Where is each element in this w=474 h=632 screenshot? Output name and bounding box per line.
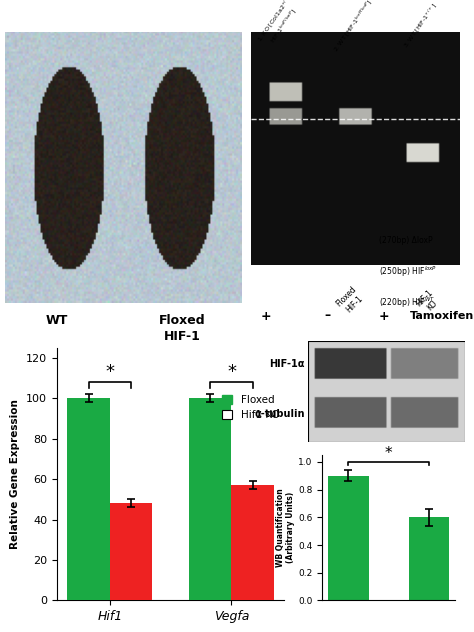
Bar bbox=[231, 485, 274, 600]
Text: (250bp) HIF$^{loxP}$: (250bp) HIF$^{loxP}$ bbox=[379, 265, 438, 279]
Text: HIF-1
KO: HIF-1 KO bbox=[415, 288, 442, 316]
Text: Tamoxifen: Tamoxifen bbox=[410, 311, 474, 321]
Bar bbox=[110, 503, 152, 600]
Text: +: + bbox=[379, 310, 389, 322]
Bar bbox=[67, 398, 110, 600]
Y-axis label: WB Quantification
(Arbitrary Units): WB Quantification (Arbitrary Units) bbox=[276, 489, 295, 567]
Text: *: * bbox=[105, 363, 114, 381]
Text: Floxed
HIF-1: Floxed HIF-1 bbox=[159, 314, 206, 343]
Bar bbox=[189, 398, 231, 600]
Text: +: + bbox=[260, 310, 271, 322]
Text: 2. WT [HIF-1$^{loxP/loxP}$]: 2. WT [HIF-1$^{loxP/loxP}$] bbox=[331, 0, 374, 54]
Text: –: – bbox=[324, 310, 330, 322]
Text: 3. WT [HIF-1$^{+/+}$]: 3. WT [HIF-1$^{+/+}$] bbox=[401, 1, 439, 50]
Text: 1. KO [Col1a2$^{+/-}$
HIF-1$^{loxP/loxP}$]: 1. KO [Col1a2$^{+/-}$ HIF-1$^{loxP/loxP}… bbox=[255, 0, 303, 51]
Text: *: * bbox=[227, 363, 236, 381]
Text: α-tubulin: α-tubulin bbox=[255, 409, 305, 419]
Text: (220bp) HIF$^{WT}$: (220bp) HIF$^{WT}$ bbox=[379, 296, 435, 310]
Text: HIF-1α: HIF-1α bbox=[270, 358, 305, 368]
Text: (270bp) ΔloxP: (270bp) ΔloxP bbox=[379, 236, 433, 245]
Bar bbox=[409, 518, 449, 600]
Text: *: * bbox=[385, 446, 392, 461]
Y-axis label: Relative Gene Expression: Relative Gene Expression bbox=[10, 399, 20, 549]
Text: WT: WT bbox=[46, 314, 68, 327]
Bar bbox=[328, 476, 369, 600]
Text: Floxed
HIF-1: Floxed HIF-1 bbox=[335, 285, 366, 316]
Legend: Floxed, Hif1 KO: Floxed, Hif1 KO bbox=[218, 391, 284, 424]
